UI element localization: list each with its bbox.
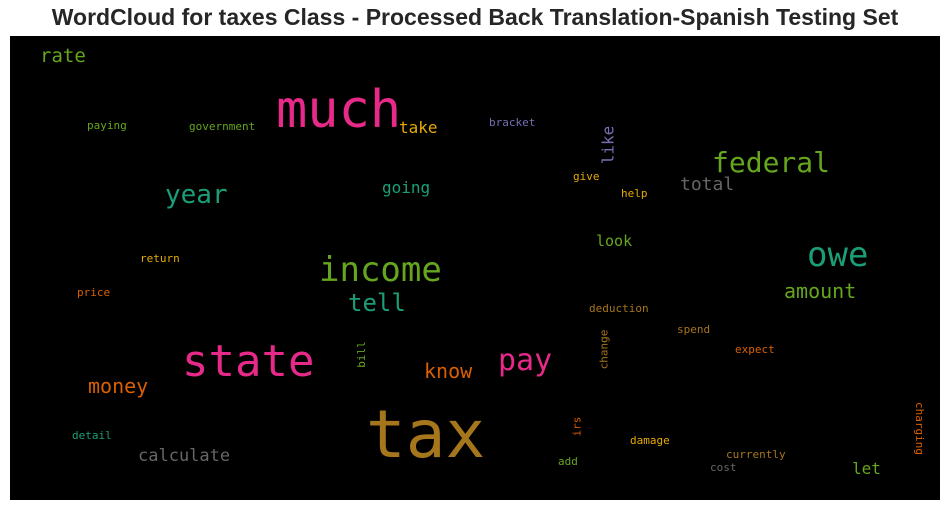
word-amount: amount: [784, 279, 857, 303]
chart-title: WordCloud for taxes Class - Processed Ba…: [51, 4, 899, 30]
word-rate: rate: [40, 45, 86, 67]
word-pay: pay: [498, 343, 553, 378]
word-expect: expect: [735, 343, 775, 356]
word-much: much: [276, 80, 402, 140]
word-tax: tax: [366, 396, 486, 473]
word-currently: currently: [726, 448, 786, 461]
word-price: price: [77, 286, 111, 299]
word-give: give: [573, 170, 600, 183]
word-help: help: [621, 187, 648, 200]
word-take: take: [399, 118, 438, 137]
word-know: know: [424, 359, 473, 383]
word-tell: tell: [348, 289, 406, 317]
word-change: change: [597, 329, 611, 370]
word-government: government: [189, 120, 256, 133]
word-paying: paying: [87, 119, 127, 132]
word-add: add: [558, 455, 578, 468]
word-cost: cost: [710, 461, 737, 474]
word-let: let: [852, 459, 881, 478]
word-irs: irs: [570, 416, 584, 437]
word-total: total: [680, 174, 735, 195]
word-money: money: [88, 374, 149, 398]
word-look: look: [596, 232, 633, 250]
word-bill: bill: [354, 341, 368, 368]
word-detail: detail: [72, 429, 112, 442]
word-like: like: [598, 125, 618, 165]
word-damage: damage: [630, 434, 670, 447]
word-going: going: [382, 178, 431, 197]
word-income: income: [319, 250, 442, 290]
word-owe: owe: [807, 235, 869, 275]
word-deduction: deduction: [589, 302, 649, 315]
word-spend: spend: [677, 323, 711, 336]
word-bracket: bracket: [489, 116, 536, 129]
word-federal: federal: [712, 146, 831, 179]
word-charging: charging: [912, 402, 926, 455]
word-state: state: [182, 336, 315, 387]
word-return: return: [140, 252, 180, 265]
word-year: year: [165, 180, 228, 210]
word-calculate: calculate: [138, 446, 231, 466]
word-cloud: tax much state income owe federal pay ye…: [10, 36, 940, 500]
